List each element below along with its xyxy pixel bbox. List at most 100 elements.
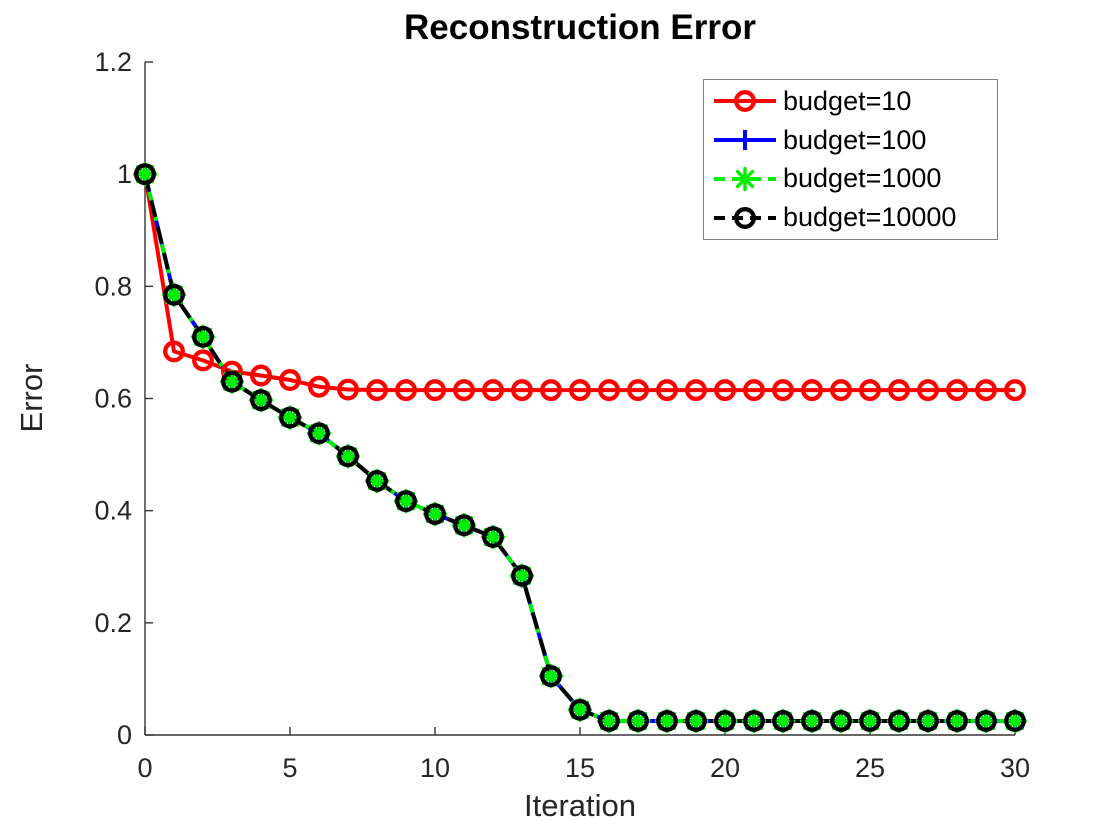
legend-sample-green-dash-asterisk-icon <box>712 162 778 196</box>
legend-label: budget=1000 <box>783 163 942 194</box>
marker-circle <box>395 379 417 402</box>
marker-circle <box>975 710 997 732</box>
marker-circle <box>627 710 649 732</box>
y-tick-label: 0.6 <box>94 384 132 414</box>
y-tick-label: 0.4 <box>94 496 132 526</box>
legend-sample-svg <box>714 130 776 151</box>
marker-circle <box>337 378 359 401</box>
marker-circle <box>917 710 939 732</box>
legend-label: budget=100 <box>783 124 927 155</box>
marker-circle <box>946 710 968 732</box>
marker-circle <box>1004 379 1026 402</box>
marker-circle <box>192 349 214 372</box>
y-tick-label: 1 <box>117 159 132 189</box>
marker-circle <box>279 369 301 391</box>
legend-sample-black-dash-circle-icon <box>712 201 778 235</box>
legend: budget=10 budget=100 budget=1000 budget=… <box>703 79 998 240</box>
marker-circle <box>801 710 823 732</box>
marker-circle <box>482 526 504 548</box>
marker-circle <box>830 379 852 402</box>
y-tick-label: 0 <box>117 720 132 750</box>
marker-circle <box>540 379 562 402</box>
x-axis-label: Iteration <box>523 788 636 823</box>
marker-circle <box>801 379 823 402</box>
marker-circle <box>830 710 852 732</box>
marker-circle <box>685 379 707 402</box>
chart-title: Reconstruction Error <box>404 8 756 47</box>
marker-circle <box>511 564 533 587</box>
legend-item-budget-10000: budget=10000 <box>712 199 997 237</box>
series-markers-3 <box>134 163 1026 732</box>
legend-label: budget=10 <box>783 85 912 116</box>
marker-circle <box>250 364 272 387</box>
marker-circle <box>482 379 504 402</box>
marker-circle <box>395 490 417 513</box>
legend-sample-blue-line-plus-icon <box>712 123 778 157</box>
series-markers-0 <box>134 163 1026 402</box>
marker-circle <box>308 375 330 398</box>
x-tick-label: 20 <box>710 753 740 783</box>
marker-circle <box>598 379 620 402</box>
marker-circle <box>714 379 736 402</box>
marker-circle <box>337 445 359 468</box>
marker-circle <box>192 325 214 348</box>
marker-circle <box>946 379 968 402</box>
legend-item-budget-10: budget=10 <box>712 82 997 120</box>
legend-sample-svg <box>714 166 776 192</box>
marker-circle <box>859 379 881 402</box>
marker-circle <box>221 370 243 393</box>
series-line-0 <box>143 173 1015 393</box>
marker-circle <box>627 379 649 402</box>
series-line-1 <box>143 173 1015 723</box>
marker-circle <box>734 206 756 229</box>
series-line-2 <box>143 173 1015 723</box>
y-axis-label: Error <box>14 363 49 433</box>
y-tick-label: 0.8 <box>94 271 132 301</box>
x-tick-label: 30 <box>1000 753 1030 783</box>
legend-item-budget-1000: budget=1000 <box>712 160 997 198</box>
series-line-3 <box>143 173 1015 723</box>
marker-circle <box>569 379 591 402</box>
marker-circle <box>453 514 475 537</box>
marker-circle <box>424 503 446 525</box>
series-markers-2 <box>132 161 1028 734</box>
series-markers-1 <box>135 164 1025 731</box>
x-tick-label: 0 <box>137 753 152 783</box>
legend-item-budget-100: budget=100 <box>712 121 997 159</box>
marker-circle <box>511 379 533 402</box>
marker-circle <box>743 710 765 732</box>
y-tick-label: 1.2 <box>94 47 132 77</box>
marker-circle <box>1004 710 1026 732</box>
marker-circle <box>163 283 185 306</box>
x-tick-label: 5 <box>282 753 297 783</box>
marker-circle <box>569 698 591 721</box>
marker-circle <box>743 379 765 402</box>
marker-circle <box>598 710 620 732</box>
marker-circle <box>250 389 272 412</box>
marker-circle <box>308 422 330 445</box>
marker-circle <box>859 710 881 732</box>
marker-circle <box>366 379 388 402</box>
marker-circle <box>424 379 446 402</box>
x-tick-label: 25 <box>855 753 885 783</box>
marker-circle <box>772 379 794 402</box>
x-tick-label: 10 <box>420 753 450 783</box>
marker-circle <box>453 379 475 402</box>
marker-circle <box>656 379 678 402</box>
marker-circle <box>772 710 794 732</box>
legend-label: budget=10000 <box>783 202 957 233</box>
marker-circle <box>540 665 562 688</box>
marker-circle <box>888 710 910 732</box>
marker-circle <box>888 379 910 402</box>
marker-asterisk <box>735 169 755 188</box>
marker-circle <box>279 406 301 429</box>
y-tick-label: 0.2 <box>94 608 132 638</box>
marker-circle <box>366 469 388 492</box>
legend-sample-svg <box>714 90 776 113</box>
marker-circle <box>163 340 185 363</box>
marker-circle <box>685 710 707 732</box>
legend-sample-red-line-circle-icon <box>712 84 778 118</box>
marker-circle <box>134 163 156 186</box>
